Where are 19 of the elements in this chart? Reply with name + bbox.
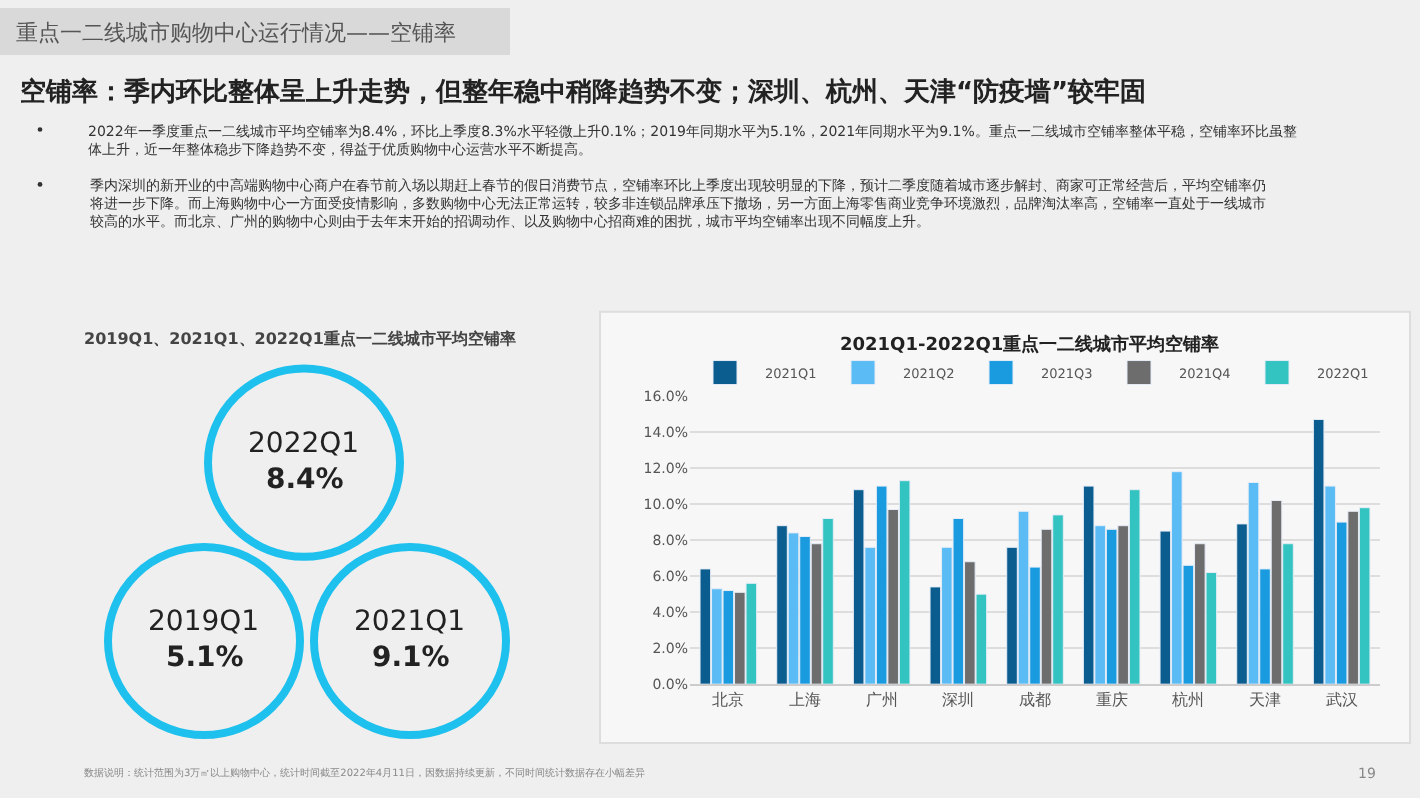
- category-label: 2021Q1: [354, 606, 466, 638]
- x-tick-label: 成都: [1019, 691, 1051, 710]
- category-label: 2022Q1: [248, 428, 360, 460]
- x-tick-label: 深圳: [942, 691, 975, 710]
- x-tick-label: 杭州: [1170, 691, 1205, 710]
- text: 2019Q1、2021Q1、2022Q1重点一二线城市平均空铺率: [84, 328, 516, 348]
- x-tick-label: 上海: [789, 691, 821, 710]
- chart-title: 2021Q1-2022Q1重点一二线城市平均空铺率: [840, 334, 1220, 356]
- category-label: 2019Q1: [148, 606, 260, 638]
- text: 5.1%: [166, 642, 244, 674]
- x-tick-label: 重庆: [1095, 691, 1128, 710]
- x-tick-label: 天津: [1249, 691, 1281, 710]
- text: 9.1%: [372, 642, 450, 674]
- x-tick-label: 武汉: [1325, 691, 1358, 710]
- text: 重点一二线城市购物中心运行情况——空铺率: [16, 20, 456, 46]
- x-tick-label: 北京: [712, 691, 745, 710]
- text: 8.4%: [266, 464, 344, 496]
- text: 空铺率：季内环比整体呈上升走势，但整年稳中稍降趋势不变；深圳、杭州、天津“防疫墙”较牢固: [20, 76, 1147, 108]
- x-tick-label: 广州: [865, 691, 898, 710]
